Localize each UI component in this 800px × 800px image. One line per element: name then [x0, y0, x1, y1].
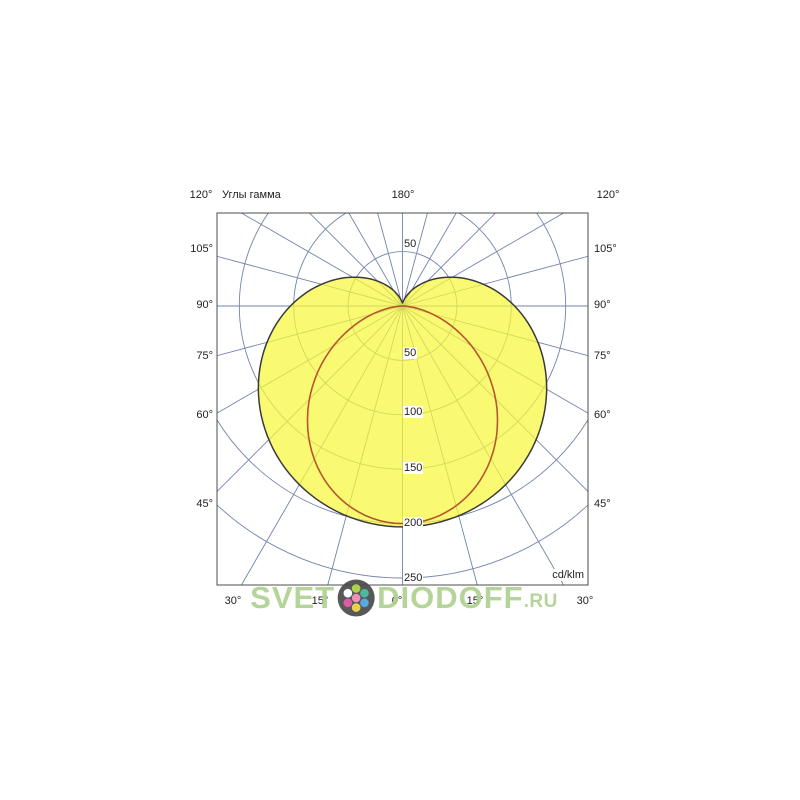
watermark-text-right: DIODOFF	[377, 580, 524, 615]
plot-border	[216, 212, 589, 586]
intensity-curve-c0-filled	[257, 276, 548, 528]
watermark-logo-icon	[337, 579, 375, 617]
watermark: SVET DIODOFF .RU	[250, 579, 558, 617]
watermark-text-left: SVET	[250, 580, 336, 615]
watermark-tld: .RU	[523, 591, 558, 612]
intensity-curve-c90-line	[306, 305, 499, 525]
